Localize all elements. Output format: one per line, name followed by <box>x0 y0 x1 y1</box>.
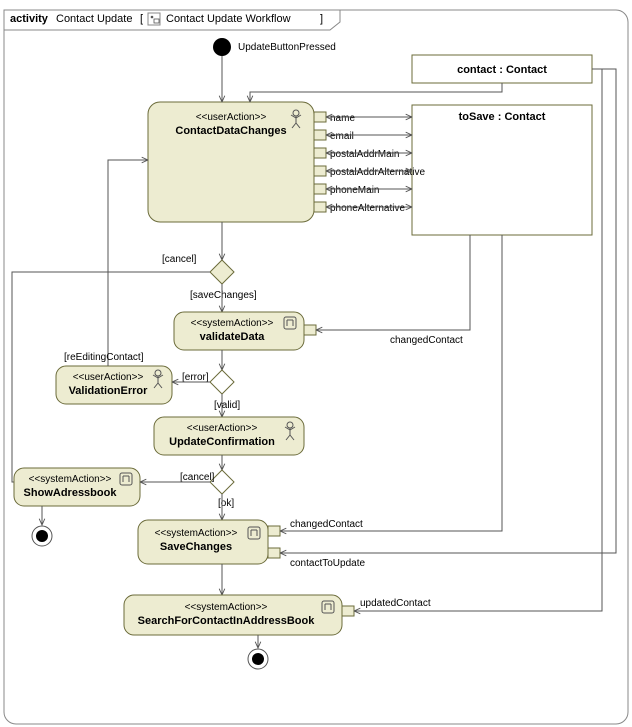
frame-subtitle: Contact Update Workflow <box>166 13 291 25</box>
flow-changedcontact2: changedContact <box>290 519 363 530</box>
action-updateconfirm-stereo: <<userAction>> <box>187 423 258 434</box>
frame-title: Contact Update <box>56 13 132 25</box>
frame-kw: activity <box>10 13 49 25</box>
action-searchcontact-name: SearchForContactInAddressBook <box>138 615 316 627</box>
pin-save-in2 <box>268 548 280 558</box>
action-showaddr-name: ShowAdressbook <box>24 487 118 499</box>
pin-name: name <box>330 113 355 124</box>
initial-node <box>213 38 231 56</box>
guard-ok: [ok] <box>218 498 234 509</box>
action-validationerror-stereo: <<userAction>> <box>73 372 144 383</box>
final-1-inner <box>36 530 48 542</box>
action-validationerror-name: ValidationError <box>69 385 149 397</box>
guard-savechanges: [saveChanges] <box>190 290 257 301</box>
frame-lb: [ <box>140 13 143 25</box>
flow-changedcontact1: changedContact <box>390 335 463 346</box>
activity-diagram: activity Contact Update Contact Update W… <box>0 0 632 727</box>
guard-cancel1: [cancel] <box>162 254 197 265</box>
guard-reedit: [reEditingContact] <box>64 352 144 363</box>
action-updateconfirm-name: UpdateConfirmation <box>169 436 275 448</box>
pin-save-in1 <box>268 526 280 536</box>
pin-phonealt: phoneAlternative <box>330 203 405 214</box>
flow-contacttoupdate: contactToUpdate <box>290 558 365 569</box>
action-contactdata-name: ContactDataChanges <box>175 125 286 137</box>
final-2-inner <box>252 653 264 665</box>
pin-validate-in <box>304 325 316 335</box>
action-validatedata-name: validateData <box>200 331 266 343</box>
guard-cancel2: [cancel] <box>180 472 215 483</box>
frame-bracket: ] <box>320 13 323 25</box>
action-showaddr-stereo: <<systemAction>> <box>29 474 112 485</box>
pin-postalmain: postalAddrMain <box>330 149 399 160</box>
object-tosave-label: toSave : Contact <box>459 111 546 123</box>
guard-error: [error] <box>182 372 209 383</box>
object-contact-label: contact : Contact <box>457 64 547 76</box>
flow-updatedcontact: updatedContact <box>360 598 431 609</box>
initial-label: UpdateButtonPressed <box>238 42 336 53</box>
action-searchcontact-stereo: <<systemAction>> <box>185 602 268 613</box>
pin-email: email <box>330 131 354 142</box>
guard-valid: [valid] <box>214 400 240 411</box>
action-savechanges-name: SaveChanges <box>160 541 232 553</box>
action-savechanges-stereo: <<systemAction>> <box>155 528 238 539</box>
pin-search-in <box>342 606 354 616</box>
object-tosave <box>412 105 592 235</box>
action-validatedata-stereo: <<systemAction>> <box>191 318 274 329</box>
pin-phonemain: phoneMain <box>330 185 379 196</box>
pin-postalalt: postalAddrAlternative <box>330 167 425 178</box>
action-contactdata-stereo: <<userAction>> <box>196 112 267 123</box>
